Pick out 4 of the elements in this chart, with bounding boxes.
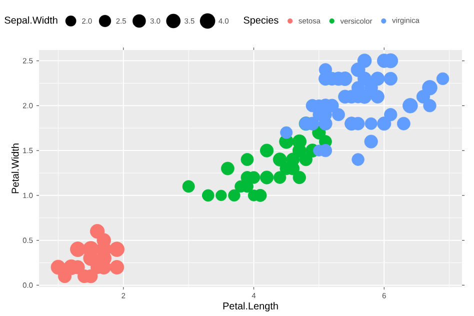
y-axis-title: Petal.Width [11,144,19,194]
text: Sepal.Width [4,16,58,26]
text: Species [244,16,278,26]
x-axis-title: Petal.Length [223,302,278,312]
